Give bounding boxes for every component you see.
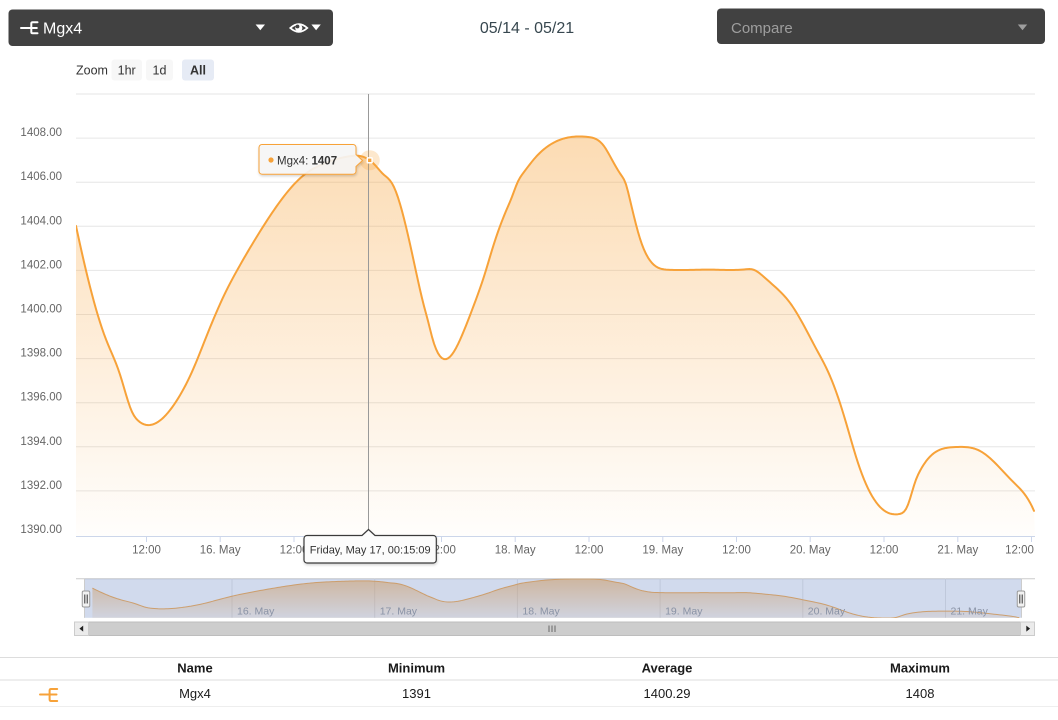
svg-text:Name: Name [177, 661, 212, 676]
svg-text:1390.00: 1390.00 [20, 524, 62, 536]
svg-text:Average: Average [642, 661, 693, 676]
svg-text:21. May: 21. May [951, 606, 989, 618]
svg-text:18. May: 18. May [522, 606, 560, 618]
svg-text:16. May: 16. May [200, 545, 241, 557]
svg-text:1408: 1408 [906, 686, 935, 701]
svg-text:19. May: 19. May [665, 606, 703, 618]
svg-text:1402.00: 1402.00 [20, 259, 62, 271]
svg-text:12:00: 12:00 [1005, 545, 1034, 557]
svg-text:12:00: 12:00 [722, 545, 751, 557]
svg-text:12:00: 12:00 [870, 545, 899, 557]
svg-text:Maximum: Maximum [890, 661, 950, 676]
svg-text:1398.00: 1398.00 [20, 348, 62, 360]
svg-text:1392.00: 1392.00 [20, 480, 62, 492]
svg-text:1hr: 1hr [118, 64, 136, 78]
svg-text:1400.00: 1400.00 [20, 304, 62, 316]
svg-text:1404.00: 1404.00 [20, 215, 62, 227]
svg-text:Compare: Compare [731, 20, 793, 37]
svg-text:1391: 1391 [402, 686, 431, 701]
svg-text:1406.00: 1406.00 [20, 171, 62, 183]
svg-text:1d: 1d [153, 64, 167, 78]
svg-text:20. May: 20. May [790, 545, 831, 557]
svg-text:1400.29: 1400.29 [644, 686, 691, 701]
svg-text:17. May: 17. May [380, 606, 418, 618]
svg-text:12:00: 12:00 [280, 545, 309, 557]
svg-text:Minimum: Minimum [388, 661, 445, 676]
svg-text:19. May: 19. May [642, 545, 683, 557]
svg-text:12:00: 12:00 [575, 545, 604, 557]
svg-text:05/14 - 05/21: 05/14 - 05/21 [480, 20, 574, 37]
svg-text:Zoom: Zoom [76, 64, 108, 78]
svg-text:18. May: 18. May [495, 545, 536, 557]
svg-text:20. May: 20. May [808, 606, 846, 618]
svg-text:Mgx4: 1407: Mgx4: 1407 [277, 155, 337, 167]
svg-text:Mgx4: Mgx4 [43, 21, 82, 38]
svg-text:1408.00: 1408.00 [20, 127, 62, 139]
svg-text:All: All [190, 64, 206, 78]
svg-text:16. May: 16. May [237, 606, 275, 618]
svg-text:1394.00: 1394.00 [20, 436, 62, 448]
svg-text:Mgx4: Mgx4 [179, 686, 211, 701]
svg-text:1396.00: 1396.00 [20, 392, 62, 404]
svg-text:21. May: 21. May [937, 545, 978, 557]
svg-text:12:00: 12:00 [132, 545, 161, 557]
svg-text:Friday, May 17, 00:15:09: Friday, May 17, 00:15:09 [310, 545, 431, 557]
